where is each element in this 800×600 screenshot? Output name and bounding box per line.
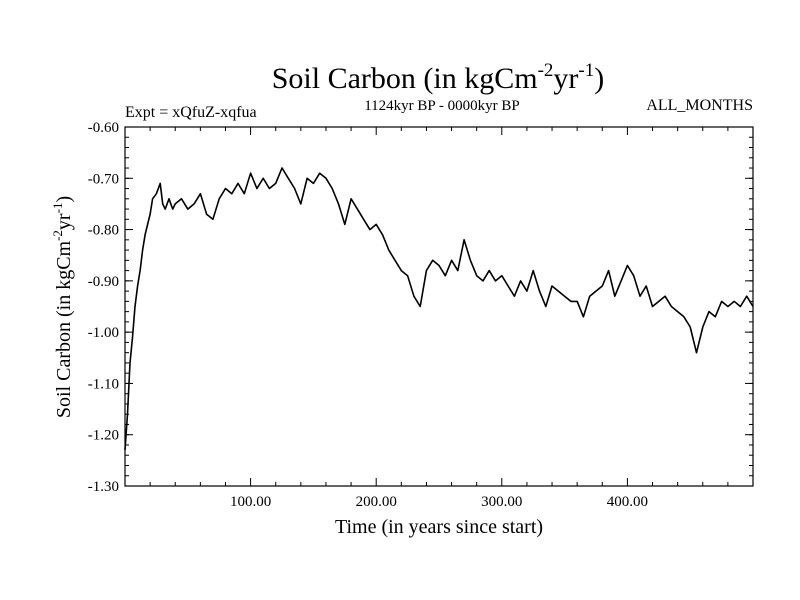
y-tick-label: -1.20 [88,428,119,444]
y-tick-label: -1.10 [88,376,119,392]
y-axis-label: Soil Carbon (in kgCm-2yr-1) [50,196,75,418]
x-tick-label: 400.00 [607,494,648,510]
x-axis-ticks: 100.00 200.00 300.00 400.00 [230,127,648,510]
months-label: ALL_MONTHS [646,97,753,114]
x-axis-minor-ticks [149,127,729,486]
y-tick-label: -0.80 [88,223,119,239]
y-axis-ticks: -1.30 -1.20 -1.10 -1.00 -0.90 -0.80 -0.70 -0.60 [88,120,753,495]
chart-title: Soil Carbon (in kgCm-2yr-1) [272,60,605,95]
y-tick-label: -0.60 [88,120,119,136]
x-tick-label: 100.00 [230,494,271,510]
y-tick-label: -0.90 [88,274,119,290]
x-axis-label: Time (in years since start) [335,516,543,538]
plot-frame [124,126,754,487]
y-tick-label: -1.00 [88,325,119,341]
y-tick-label: -1.30 [88,479,119,495]
soil-carbon-line [124,167,754,451]
time-range-label: 1124kyr BP - 0000kyr BP [364,98,520,114]
experiment-label: Expt = xQfuZ-xqfua [125,104,257,121]
x-tick-label: 300.00 [481,494,522,510]
y-tick-label: -0.70 [88,171,119,187]
x-tick-label: 200.00 [356,494,397,510]
y-axis-minor-ticks [125,126,753,487]
